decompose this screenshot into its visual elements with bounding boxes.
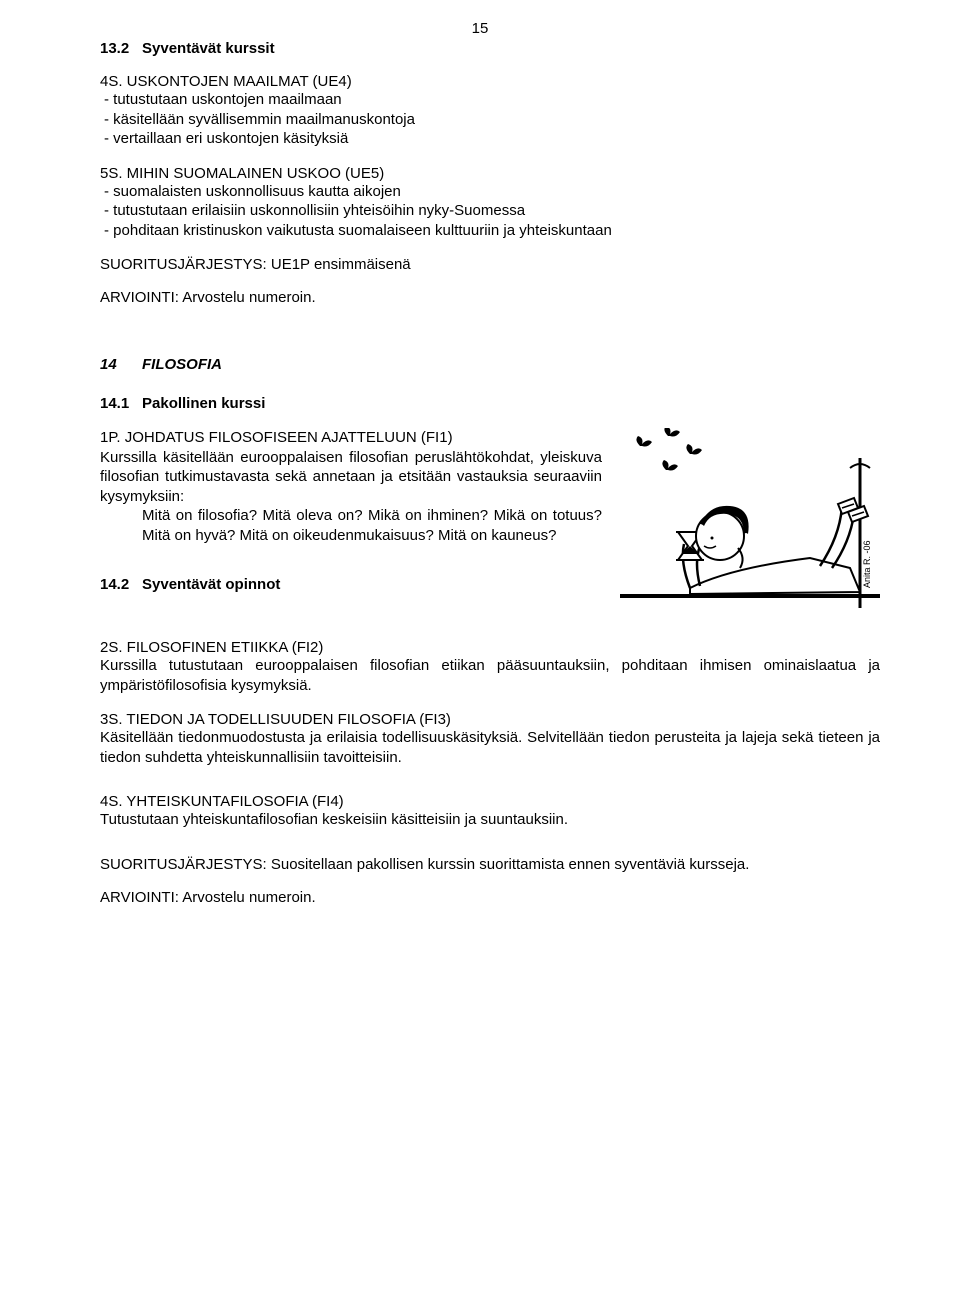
heading-title: Pakollinen kurssi [142, 395, 265, 412]
heading-num: 14.1 [100, 395, 142, 412]
fi3-body: Käsitellään tiedonmuodostusta ja erilais… [100, 728, 880, 767]
course-title-fi2: 2S. FILOSOFINEN ETIIKKA (FI2) [100, 639, 880, 656]
heading-title: FILOSOFIA [142, 356, 222, 373]
illustration: Anita R. -06 [620, 428, 880, 633]
course-title-fi1: 1P. JOHDATUS FILOSOFISEEN AJATTELUUN (FI… [100, 428, 602, 448]
svg-text:Anita R. -06: Anita R. -06 [862, 540, 872, 588]
fi1-body: Kurssilla käsitellään eurooppalaisen fil… [100, 448, 602, 507]
bullet-item: vertaillaan eri uskontojen käsityksiä [104, 129, 880, 149]
fi1-row: 1P. JOHDATUS FILOSOFISEEN AJATTELUUN (FI… [100, 428, 880, 633]
heading-14-2: 14.2Syventävät opinnot [100, 575, 602, 595]
bullets-ue5: suomalaisten uskonnollisuus kautta aikoj… [100, 182, 880, 241]
heading-14: 14FILOSOFIA [100, 356, 880, 373]
person-illustration-icon: Anita R. -06 [620, 428, 880, 628]
fi2-body: Kurssilla tutustutaan eurooppalaisen fil… [100, 656, 880, 695]
course-title-fi4: 4S. YHTEISKUNTAFILOSOFIA (FI4) [100, 793, 880, 810]
suoritus-ue: SUORITUSJÄRJESTYS: UE1P ensimmäisenä [100, 256, 880, 273]
bullet-item: tutustutaan erilaisiin uskonnollisiin yh… [104, 201, 880, 221]
arviointi-2: ARVIOINTI: Arvostelu numeroin. [100, 889, 880, 906]
page: 15 13.2Syventävät kurssit 4S. USKONTOJEN… [0, 0, 960, 1310]
heading-14-1: 14.1Pakollinen kurssi [100, 395, 880, 412]
heading-title: Syventävät opinnot [142, 576, 280, 593]
page-number: 15 [472, 20, 489, 37]
bullets-ue4: tutustutaan uskontojen maailmaan käsitel… [100, 90, 880, 149]
bullet-item: pohditaan kristinuskon vaikutusta suomal… [104, 221, 880, 241]
suoritus-fi: SUORITUSJÄRJESTYS: Suositellaan pakollis… [100, 856, 880, 873]
arviointi-1: ARVIOINTI: Arvostelu numeroin. [100, 289, 880, 306]
heading-title: Syventävät kurssit [142, 40, 275, 57]
heading-num: 14.2 [100, 575, 142, 595]
heading-num: 14 [100, 356, 142, 373]
bullet-item: käsitellään syvällisemmin maailmanuskont… [104, 110, 880, 130]
course-title-ue4: 4S. USKONTOJEN MAAILMAT (UE4) [100, 73, 880, 90]
course-title-ue5: 5S. MIHIN SUOMALAINEN USKOO (UE5) [100, 165, 880, 182]
fi1-indent: Mitä on filosofia? Mitä oleva on? Mikä o… [100, 506, 602, 545]
fi4-body: Tutustutaan yhteiskuntafilosofian keskei… [100, 810, 880, 830]
heading-num: 13.2 [100, 40, 142, 57]
bullet-item: suomalaisten uskonnollisuus kautta aikoj… [104, 182, 880, 202]
course-title-fi3: 3S. TIEDON JA TODELLISUUDEN FILOSOFIA (F… [100, 711, 880, 728]
fi1-text: 1P. JOHDATUS FILOSOFISEEN AJATTELUUN (FI… [100, 428, 602, 611]
bullet-item: tutustutaan uskontojen maailmaan [104, 90, 880, 110]
heading-13-2: 13.2Syventävät kurssit [100, 40, 880, 57]
